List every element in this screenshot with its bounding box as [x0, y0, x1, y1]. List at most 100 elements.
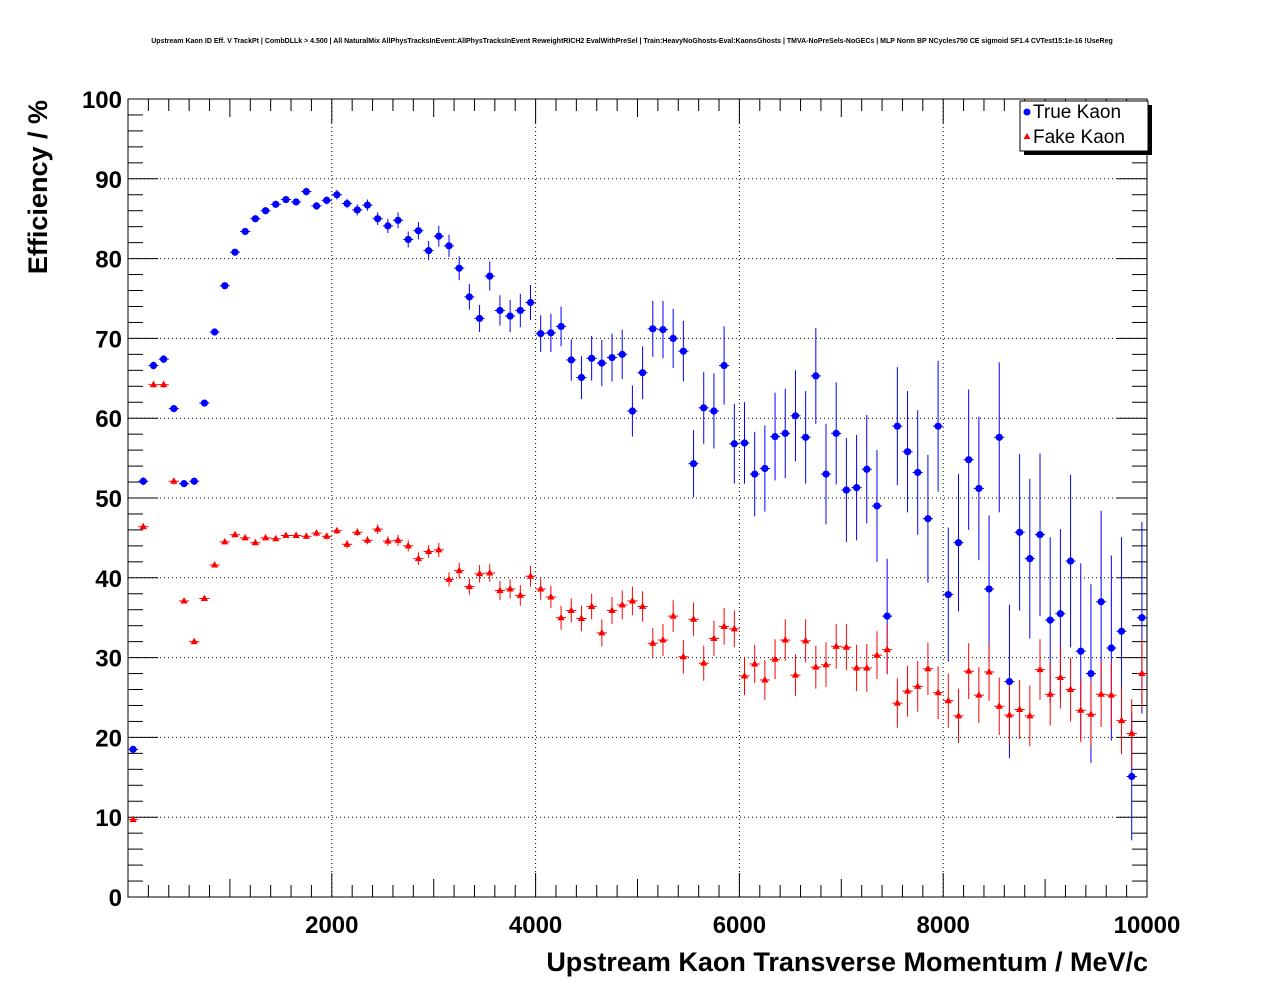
x-tick-label: 6000: [713, 912, 766, 939]
data-point: [362, 199, 373, 211]
data-marker: [924, 515, 932, 523]
data-marker: [333, 191, 341, 199]
data-marker: [567, 356, 575, 364]
data-point: [1136, 639, 1147, 708]
data-point: [280, 531, 292, 539]
data-marker: [231, 530, 239, 538]
data-point: [1055, 646, 1066, 709]
data-marker: [842, 486, 850, 494]
data-marker: [394, 216, 402, 224]
data-marker: [475, 569, 484, 577]
data-marker: [965, 667, 973, 674]
data-marker: [659, 636, 667, 643]
data-marker: [343, 199, 351, 208]
data-marker: [1056, 610, 1064, 618]
data-marker: [1077, 706, 1085, 713]
data-point: [586, 336, 597, 381]
data-point: [800, 619, 811, 663]
data-point: [250, 538, 261, 546]
data-marker: [374, 525, 382, 532]
data-marker: [1138, 614, 1146, 622]
data-marker: [1138, 669, 1146, 677]
data-marker: [720, 622, 728, 629]
data-point: [739, 402, 750, 484]
data-marker: [384, 537, 392, 544]
data-point: [800, 391, 811, 484]
data-point: [403, 540, 414, 552]
data-marker: [394, 536, 402, 543]
data-marker: [537, 330, 545, 338]
data-marker: [1016, 528, 1024, 536]
data-marker: [486, 569, 494, 576]
data-marker: [730, 440, 738, 448]
data-marker: [1005, 677, 1014, 686]
data-point: [240, 227, 251, 236]
data-point: [606, 596, 618, 625]
data-point: [372, 524, 383, 534]
data-point: [820, 423, 832, 525]
data-point: [627, 385, 638, 437]
data-point: [403, 231, 414, 248]
legend: True Kaon Fake Kaon: [1019, 100, 1152, 155]
data-point: [535, 577, 546, 601]
data-marker: [129, 815, 137, 823]
data-point: [250, 215, 261, 223]
data-marker: [323, 532, 331, 539]
data-marker: [700, 659, 708, 666]
data-marker: [557, 613, 565, 621]
data-marker: [241, 533, 249, 541]
data-point: [759, 425, 770, 512]
data-point: [708, 620, 720, 657]
data-point: [637, 346, 648, 400]
data-marker: [149, 361, 158, 370]
y-tick-label: 60: [95, 406, 122, 433]
data-marker: [353, 206, 361, 214]
data-point: [494, 295, 506, 326]
data-point: [291, 531, 302, 539]
data-point: [749, 644, 760, 684]
data-point: [780, 619, 791, 661]
data-marker: [618, 600, 626, 608]
data-point: [668, 308, 679, 368]
data-point: [423, 545, 434, 558]
data-point: [647, 300, 658, 357]
data-marker: [1097, 690, 1105, 697]
data-marker: [160, 355, 168, 363]
x-tick-label: 8000: [917, 912, 970, 939]
data-point: [545, 585, 556, 609]
data-marker: [465, 582, 473, 590]
data-point: [769, 392, 781, 481]
data-point: [790, 654, 801, 696]
data-point: [545, 313, 556, 352]
data-point: [1065, 474, 1076, 648]
data-point: [505, 300, 516, 333]
x-tick-label: 10000: [1114, 912, 1181, 939]
data-point: [617, 590, 628, 620]
data-point: [790, 370, 801, 462]
data-marker: [465, 293, 473, 301]
data-point: [464, 284, 475, 310]
data-point: [922, 642, 934, 696]
data-point: [983, 515, 995, 663]
data-point: [566, 339, 577, 381]
data-marker: [934, 688, 942, 696]
data-marker: [852, 484, 861, 492]
data-marker: [435, 232, 443, 240]
data-point: [189, 477, 200, 485]
data-point: [392, 534, 404, 546]
x-axis-title: Upstream Kaon Transverse Momentum / MeV/…: [546, 947, 1148, 977]
data-marker: [292, 198, 300, 206]
data-marker: [822, 660, 830, 668]
data-point: [871, 631, 883, 680]
data-marker: [1026, 711, 1034, 719]
data-point: [810, 645, 821, 689]
data-marker: [404, 235, 412, 244]
data-point: [678, 640, 689, 674]
data-point: [1024, 685, 1035, 747]
data-marker: [598, 628, 606, 636]
data-point: [902, 391, 913, 513]
data-point: [535, 315, 546, 352]
data-marker: [241, 227, 249, 236]
data-marker: [374, 215, 382, 223]
